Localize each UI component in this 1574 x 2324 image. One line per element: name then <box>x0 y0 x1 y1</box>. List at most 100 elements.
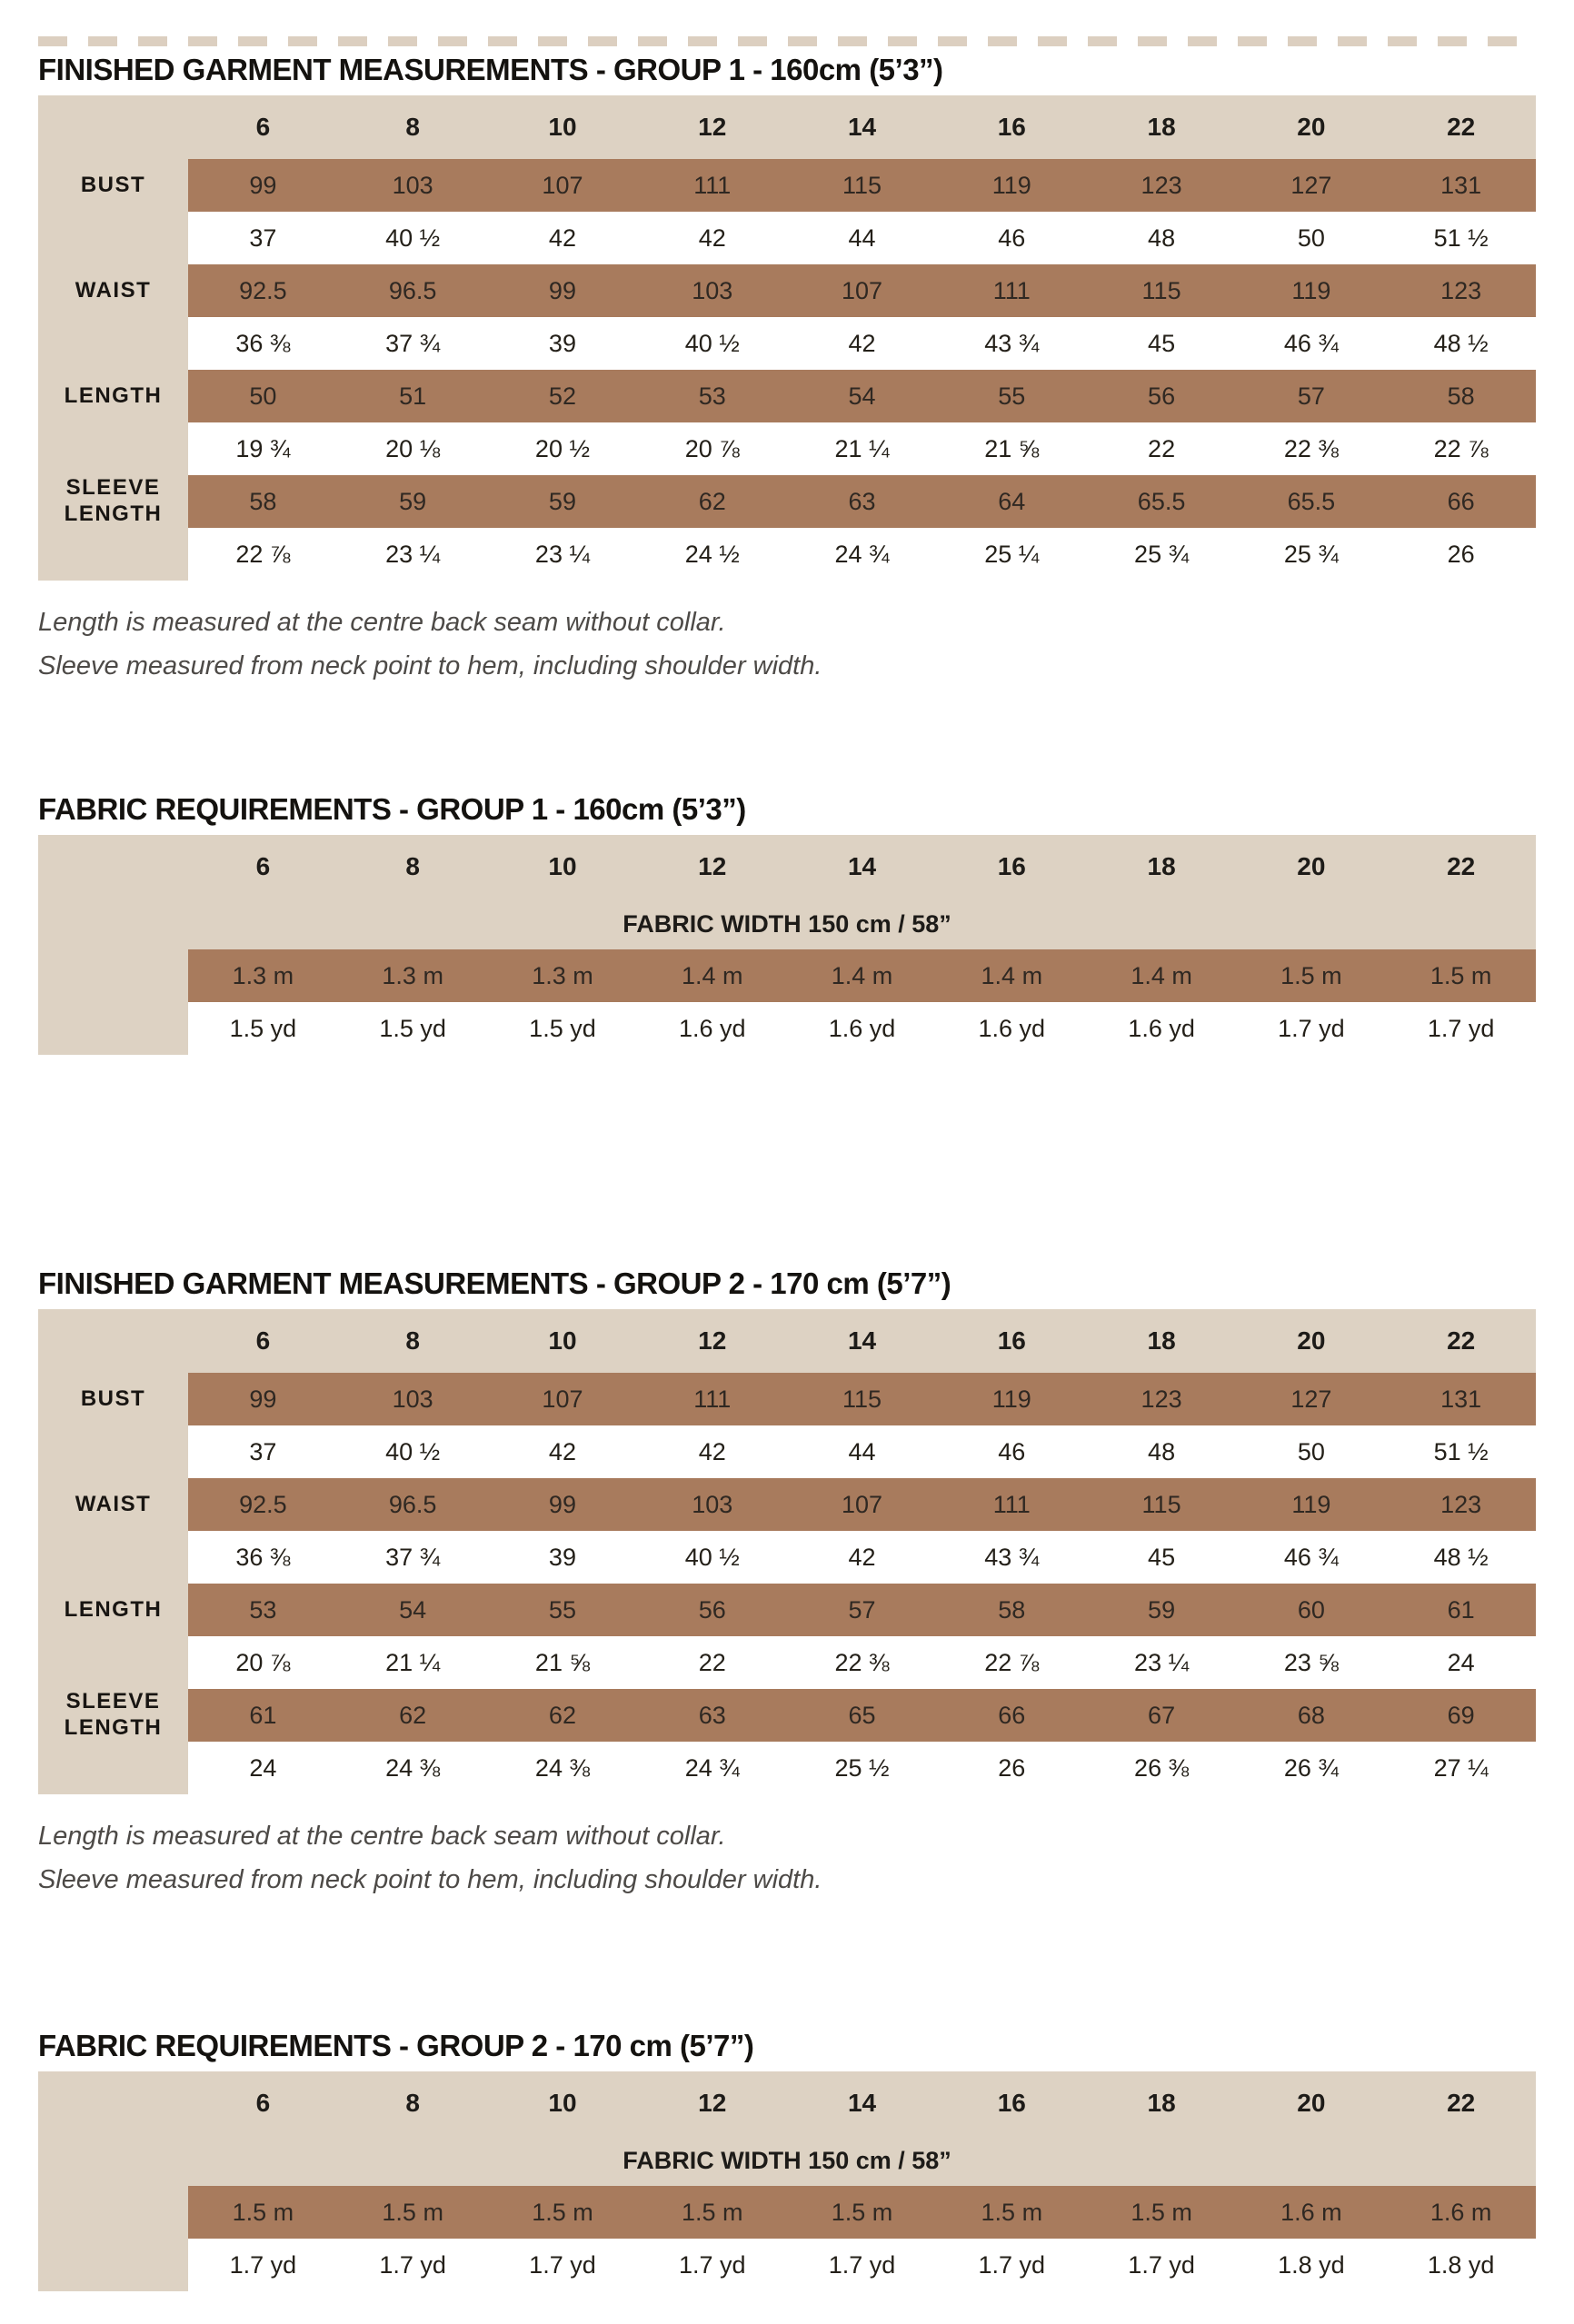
row-label: BUST <box>80 1385 146 1411</box>
size-column-header: 18 <box>1147 1326 1176 1355</box>
yards-value-cell: 1.7 yd <box>1128 2250 1195 2279</box>
cm-value-cell: 111 <box>693 171 732 199</box>
size-column-header: 20 <box>1297 2089 1326 2117</box>
inch-value-cell: 22 ⅞ <box>1433 434 1489 462</box>
cm-value-cell: 92.5 <box>239 276 287 304</box>
inch-row: 24 24 ⅜ 24 ⅜ 24 ¾ 25 ½ 26 26 ⅜ 26 ¾ 27 ¼ <box>188 1742 1536 1794</box>
row-label: LENGTH <box>64 382 163 408</box>
cm-value-cell: 107 <box>841 1490 883 1518</box>
inch-value-cell: 45 <box>1148 329 1176 357</box>
yards-value-cell: 1.7 yd <box>828 2250 896 2279</box>
yards-value-cell: 1.7 yd <box>529 2250 596 2279</box>
metres-value-cell: 1.5 m <box>232 2198 294 2226</box>
size-column-header: 8 <box>405 852 420 880</box>
inch-value-cell: 21 ⅝ <box>984 434 1040 462</box>
size-column-header: 10 <box>548 113 577 141</box>
row-label-spacer <box>38 2239 188 2291</box>
size-column-header: 20 <box>1297 113 1326 141</box>
inch-value-cell: 26 ⅜ <box>1134 1753 1190 1782</box>
size-header-row: 6 8 10 12 14 16 18 20 22 <box>38 835 1536 899</box>
cm-value-cell: 52 <box>548 382 576 410</box>
cm-value-cell: 55 <box>548 1595 576 1624</box>
cm-row: 58 59 59 62 63 64 65.5 65.5 66 <box>188 475 1536 528</box>
row-pair-values: 99 103 107 111 115 119 123 127 131 37 40 ½ 42 42 44 46… <box>188 1373 1536 1478</box>
metres-value-cell: 1.5 m <box>382 2198 443 2226</box>
section-title: FABRIC REQUIREMENTS - GROUP 2 - 170 cm (… <box>38 2029 754 2062</box>
size-column-header: 20 <box>1297 1326 1326 1355</box>
inch-value-cell: 26 <box>998 1753 1026 1782</box>
size-column-header: 22 <box>1447 1326 1476 1355</box>
metres-value-cell: 1.5 m <box>981 2198 1043 2226</box>
yards-value-cell: 1.6 yd <box>1128 1014 1195 1042</box>
inch-value-cell: 50 <box>1297 223 1325 252</box>
cm-value-cell: 57 <box>848 1595 876 1624</box>
cm-value-cell: 62 <box>548 1701 576 1729</box>
measurement-row-pair: SLEEVE LENGTH 61 62 62 63 65 66 67 68 69 24 24 ⅜ 24 … <box>38 1689 1536 1794</box>
size-column-header: 10 <box>548 1326 577 1355</box>
row-label-column: SLEEVE LENGTH <box>38 475 188 581</box>
inch-value-cell: 23 ⅝ <box>1283 1648 1339 1676</box>
metres-values: 1.3 m 1.3 m 1.3 m 1.4 m 1.4 m 1.4 m 1.4 m 1.5 m… <box>188 949 1536 1002</box>
size-column-header: 12 <box>698 2089 727 2117</box>
size-column-header: 6 <box>255 852 271 880</box>
inch-value-cell: 46 <box>998 1437 1026 1465</box>
inch-value-cell: 22 ⅜ <box>1283 434 1339 462</box>
inch-value-cell: 37 <box>249 223 277 252</box>
inch-value-cell: 46 ¾ <box>1283 1543 1339 1571</box>
cm-row: 53 54 55 56 57 58 59 60 61 <box>188 1584 1536 1636</box>
cm-row: 99 103 107 111 115 119 123 127 131 <box>188 159 1536 212</box>
row-label-column: LENGTH <box>38 370 188 475</box>
size-column-header: 12 <box>698 113 727 141</box>
cm-value-cell: 115 <box>842 171 882 199</box>
cm-value-cell: 65.5 <box>1287 487 1336 515</box>
yards-value-cell: 1.6 yd <box>978 1014 1046 1042</box>
measurement-row-pair: LENGTH 50 51 52 53 54 55 56 57 58 19 ¾ 20 ⅛ 20 ½ 20 ⅞… <box>38 370 1536 475</box>
inch-row: 20 ⅞ 21 ¼ 21 ⅝ 22 22 ⅜ 22 ⅞ 23 ¼ 23 ⅝ 24 <box>188 1636 1536 1689</box>
metres-values: 1.5 m 1.5 m 1.5 m 1.5 m 1.5 m 1.5 m 1.5 m 1.6 m… <box>188 2186 1536 2239</box>
inch-value-cell: 48 <box>1148 1437 1176 1465</box>
yards-value-cell: 1.6 yd <box>828 1014 896 1042</box>
cm-value-cell: 119 <box>1291 276 1331 304</box>
inch-value-cell: 48 <box>1148 223 1176 252</box>
inch-value-cell: 36 ⅜ <box>235 329 291 357</box>
inch-value-cell: 22 ⅞ <box>235 540 291 568</box>
yards-value-cell: 1.5 yd <box>529 1014 596 1042</box>
inch-value-cell: 40 ½ <box>684 1543 740 1571</box>
row-label-column: WAIST <box>38 1478 188 1584</box>
cm-value-cell: 103 <box>392 1385 433 1413</box>
inch-value-cell: 21 ⅝ <box>534 1648 590 1676</box>
size-column-header: 22 <box>1447 113 1476 141</box>
size-column-header: 22 <box>1447 2089 1476 2117</box>
cm-value-cell: 115 <box>842 1385 882 1413</box>
size-column-header: 8 <box>405 1326 420 1355</box>
metres-value-cell: 1.3 m <box>382 961 443 989</box>
cm-value-cell: 68 <box>1297 1701 1325 1729</box>
size-column-header: 18 <box>1147 2089 1176 2117</box>
cm-value-cell: 59 <box>1148 1595 1176 1624</box>
inch-value-cell: 20 ⅞ <box>235 1648 291 1676</box>
metres-value-cell: 1.4 m <box>831 961 893 989</box>
metres-value-cell: 1.4 m <box>981 961 1043 989</box>
cm-value-cell: 103 <box>692 1490 733 1518</box>
inch-value-cell: 37 ¾ <box>385 329 441 357</box>
yards-row: 1.5 yd 1.5 yd 1.5 yd 1.6 yd 1.6 yd 1.6 yd 1.6 … <box>38 1002 1536 1055</box>
row-label-spacer <box>38 949 188 1002</box>
inch-value-cell: 24 ⅜ <box>385 1753 441 1782</box>
notes: Length is measured at the centre back se… <box>38 1823 1536 1893</box>
inch-value-cell: 39 <box>548 1543 576 1571</box>
cm-value-cell: 57 <box>1297 382 1325 410</box>
inch-value-cell: 42 <box>698 223 726 252</box>
yards-value-cell: 1.7 yd <box>1427 1014 1495 1042</box>
cm-value-cell: 60 <box>1297 1595 1325 1624</box>
inch-value-cell: 22 <box>698 1648 726 1676</box>
row-label: WAIST <box>75 1491 152 1516</box>
size-column-header: 18 <box>1147 852 1176 880</box>
size-column-header: 6 <box>255 2089 271 2117</box>
size-column-header: 10 <box>548 852 577 880</box>
metres-row: 1.3 m 1.3 m 1.3 m 1.4 m 1.4 m 1.4 m 1.4 m 1.5 m… <box>38 949 1536 1002</box>
metres-value-cell: 1.5 m <box>831 2198 893 2226</box>
cm-value-cell: 131 <box>1440 1385 1482 1413</box>
size-header-row: 6 8 10 12 14 16 18 20 22 <box>38 95 1536 159</box>
row-label: WAIST <box>75 277 152 303</box>
